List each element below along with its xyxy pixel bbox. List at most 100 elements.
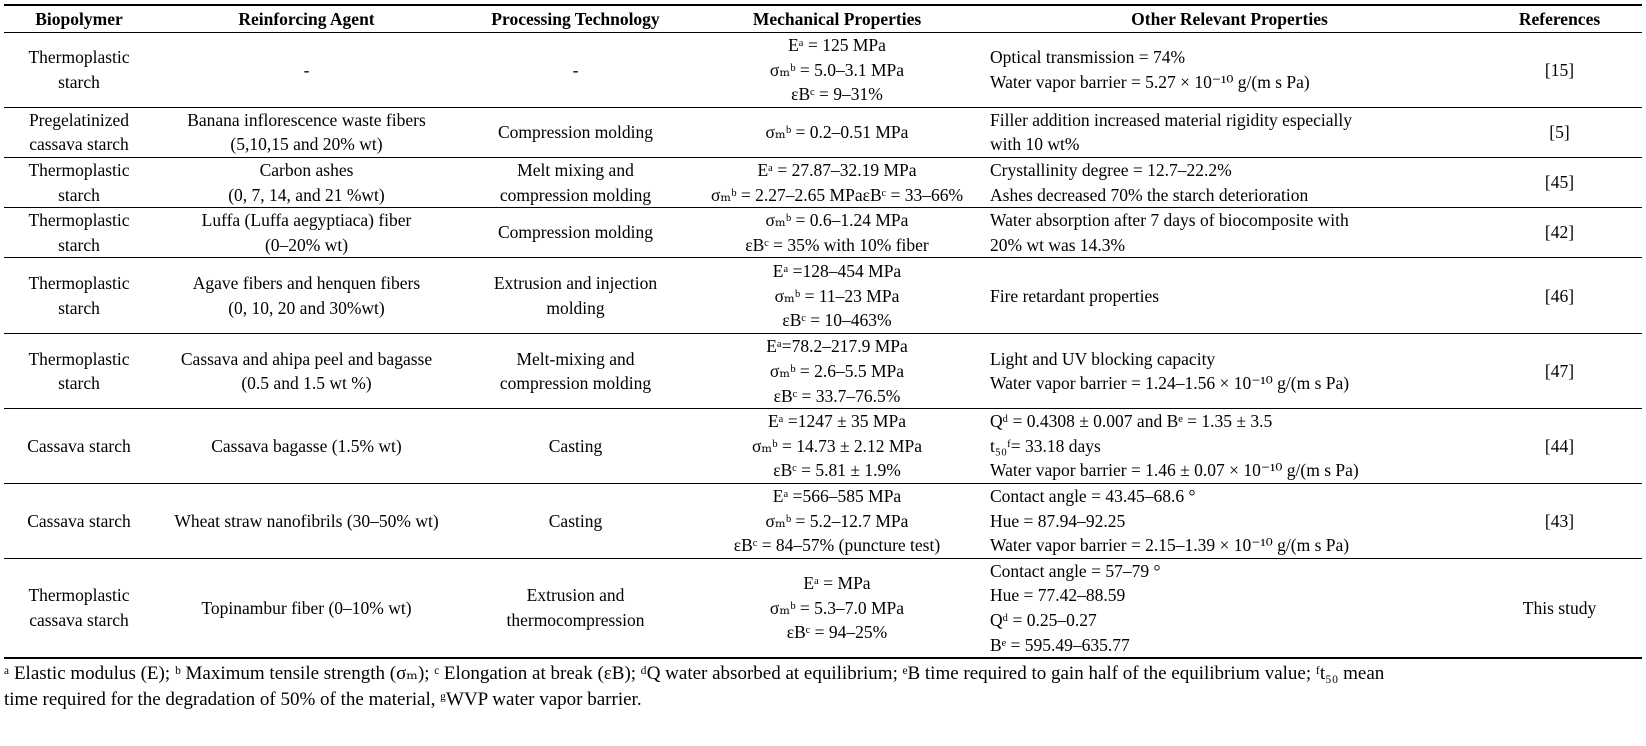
cell-line: σₘᵇ = 0.6–1.24 MPa [765, 210, 909, 231]
cell-line: Water vapor barrier = 5.27 × 10⁻¹⁰ g/(m … [990, 71, 1310, 92]
cell-line: σₘᵇ = 0.2–0.51 MPa [765, 122, 909, 143]
cell-line: Compression molding [497, 122, 654, 143]
mechanical-properties-cell: Eᵃ =1247 ± 35 MPa σₘᵇ = 14.73 ± 2.12 MPa ε… [692, 408, 982, 484]
table-body: Thermoplastic starch - - Eᵃ = 125 MPa σₘᵇ = 5… [4, 32, 1642, 660]
processing-cell: Melt-mixing and compression molding [459, 333, 692, 410]
reference-cell: [43] [1477, 483, 1642, 559]
header-mechanical-properties: Mechanical Properties [692, 4, 982, 33]
reference-cell: [47] [1477, 333, 1642, 410]
biopolymer-cell: Thermoplastic starch [4, 157, 154, 209]
cell-line: Hue = 77.42–88.59 [990, 585, 1126, 606]
other-properties-cell: Optical transmission = 74% Water vapor ba… [982, 32, 1477, 108]
cell-line: εBᶜ = 94–25% [786, 622, 888, 643]
processing-cell: - [459, 32, 692, 108]
cell-line: (5,10,15 and 20% wt) [230, 134, 383, 155]
cell-line: Topinambur fiber (0–10% wt) [201, 597, 412, 618]
header-biopolymer: Biopolymer [4, 4, 154, 33]
cell-line: Melt-mixing and [516, 348, 635, 369]
cell-line: 20% wt was 14.3% [990, 234, 1126, 255]
cell-line: Luffa (Luffa aegyptiaca) fiber [201, 210, 412, 231]
biopolymer-cell: Cassava starch [4, 483, 154, 559]
table-row: Thermoplastic starch Agave fibers and henq… [4, 257, 1642, 335]
cell-line: Water vapor barrier = 2.15–1.39 × 10⁻¹⁰ … [990, 535, 1350, 556]
cell-line: σₘᵇ = 5.3–7.0 MPa [769, 597, 905, 618]
mechanical-properties-cell: Eᵃ =128–454 MPa σₘᵇ = 11–23 MPa εBᶜ = 10–4… [692, 257, 982, 335]
biopolymer-cell: Cassava starch [4, 408, 154, 484]
cell-line: - [303, 59, 310, 80]
cell-line: Compression molding [497, 222, 654, 243]
cell-line: starch [58, 373, 100, 394]
cell-line: Cassava starch [27, 510, 131, 531]
cell-line: cassava starch [29, 134, 129, 155]
biopolymer-cell: Thermoplastic starch [4, 257, 154, 335]
cell-line: Ashes decreased 70% the starch deteriora… [990, 184, 1309, 205]
mechanical-properties-cell: Eᵃ =566–585 MPa σₘᵇ = 5.2–12.7 MPa εBᶜ = 8… [692, 483, 982, 559]
cell-line: starch [58, 71, 100, 92]
other-properties-cell: Crystallinity degree = 12.7–22.2% Ashes d… [982, 157, 1477, 209]
table-footnote: ᵃ Elastic modulus (E); ᵇ Maximum tensile… [4, 661, 1642, 713]
other-properties-cell: Fire retardant properties [982, 257, 1477, 335]
cell-line: Water vapor barrier = 1.24–1.56 × 10⁻¹⁰ … [990, 373, 1350, 394]
header-references: References [1477, 4, 1642, 33]
cell-line: σₘᵇ = 11–23 MPa [774, 285, 900, 306]
mechanical-properties-cell: Eᵃ=78.2–217.9 MPa σₘᵇ = 2.6–5.5 MPa εBᶜ = … [692, 333, 982, 410]
cell-line: Qᵈ = 0.25–0.27 [990, 609, 1097, 630]
cell-line: (0.5 and 1.5 wt %) [241, 373, 372, 394]
cell-line: starch [58, 234, 100, 255]
processing-cell: Casting [459, 483, 692, 559]
cell-line: (0–20% wt) [264, 234, 349, 255]
cell-line: Extrusion and [526, 585, 625, 606]
reinforcing-agent-cell: Cassava bagasse (1.5% wt) [154, 408, 459, 484]
reference-cell: [5] [1477, 107, 1642, 158]
cell-line: Thermoplastic [28, 210, 130, 231]
other-properties-cell: Filler addition increased material rigid… [982, 107, 1477, 158]
biopolymer-cell: Thermoplastic starch [4, 32, 154, 108]
reference-cell: This study [1477, 558, 1642, 660]
cell-line: Eᵃ=78.2–217.9 MPa [766, 336, 908, 357]
header-other-properties: Other Relevant Properties [982, 4, 1477, 33]
table-row: Thermoplastic starch - - Eᵃ = 125 MPa σₘᵇ = 5… [4, 32, 1642, 108]
cell-line: Wheat straw nanofibrils (30–50% wt) [174, 510, 439, 531]
cell-line: Cassava bagasse (1.5% wt) [211, 435, 402, 456]
cell-line: Contact angle = 43.45–68.6 ° [990, 485, 1196, 506]
cell-line: molding [546, 297, 605, 318]
reinforcing-agent-cell: - [154, 32, 459, 108]
cell-line: Eᵃ = 27.87–32.19 MPa [757, 159, 917, 180]
cell-line: Casting [548, 510, 603, 531]
table-row: Cassava starch Cassava bagasse (1.5% wt) C… [4, 408, 1642, 484]
cell-line: Casting [548, 435, 603, 456]
cell-line: Qᵈ = 0.4308 ± 0.007 and Bᵉ = 1.35 ± 3.5 [990, 411, 1273, 432]
cell-line: t₅₀ᶠ= 33.18 days [990, 435, 1101, 456]
reference-cell: [46] [1477, 257, 1642, 335]
table-row: Pregelatinized cassava starch Banana inflo… [4, 107, 1642, 158]
cell-line: cassava starch [29, 609, 129, 630]
cell-line: Extrusion and injection [493, 273, 658, 294]
table-row: Thermoplastic starch Carbon ashes (0, 7, 14… [4, 157, 1642, 209]
cell-line: Thermoplastic [28, 585, 130, 606]
reinforcing-agent-cell: Banana inflorescence waste fibers (5,10,1… [154, 107, 459, 158]
cell-line: Eᵃ =128–454 MPa [772, 260, 902, 281]
cell-line: Bᵉ = 595.49–635.77 [990, 634, 1130, 655]
reinforcing-agent-cell: Agave fibers and henquen fibers (0, 10, 2… [154, 257, 459, 335]
cell-line: starch [58, 184, 100, 205]
biopolymer-cell: Thermoplastic starch [4, 207, 154, 259]
processing-cell: Extrusion and thermocompression [459, 558, 692, 660]
table-row: Thermoplastic cassava starch Topinambur fi… [4, 558, 1642, 660]
header-processing-technology: Processing Technology [459, 4, 692, 33]
cell-line: Thermoplastic [28, 348, 130, 369]
reference-cell: [44] [1477, 408, 1642, 484]
cell-line: σₘᵇ = 5.0–3.1 MPa [769, 59, 905, 80]
biopolymer-cell: Thermoplastic cassava starch [4, 558, 154, 660]
cell-line: (0, 10, 20 and 30%wt) [228, 297, 385, 318]
cell-line: Eᵃ = 125 MPa [788, 35, 886, 55]
processing-cell: Compression molding [459, 207, 692, 259]
processing-cell: Melt mixing and compression molding [459, 157, 692, 209]
biopolymer-cell: Thermoplastic starch [4, 333, 154, 410]
processing-cell: Compression molding [459, 107, 692, 158]
cell-line: Pregelatinized [28, 109, 130, 130]
cell-line: Cassava and ahipa peel and bagasse [180, 348, 433, 369]
other-properties-cell: Light and UV blocking capacity Water vapo… [982, 333, 1477, 410]
reinforcing-agent-cell: Topinambur fiber (0–10% wt) [154, 558, 459, 660]
reference-cell: [45] [1477, 157, 1642, 209]
cell-line: εBᶜ = 10–463% [782, 310, 892, 331]
